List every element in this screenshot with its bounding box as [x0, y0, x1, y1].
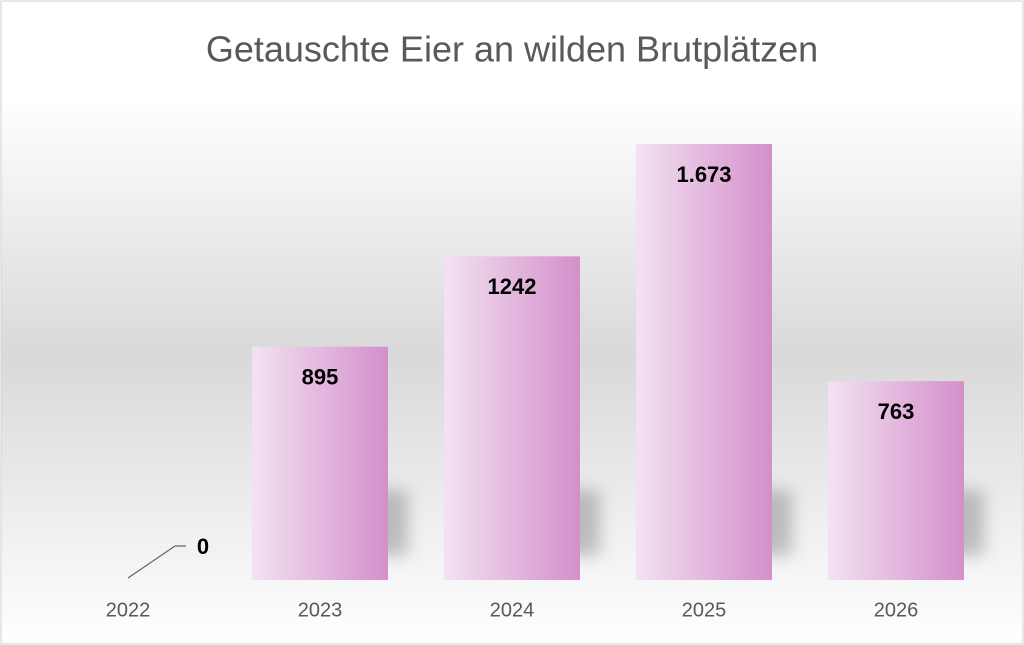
x-tick-label: 2025 [682, 599, 727, 621]
value-label: 0 [197, 534, 209, 559]
x-tick-label: 2022 [106, 599, 151, 621]
x-tick-label: 2023 [298, 599, 343, 621]
value-label: 1.673 [676, 162, 731, 187]
bar [828, 381, 964, 580]
bar [636, 144, 772, 580]
chart-title: Getauschte Eier an wilden Brutplätzen [206, 29, 818, 70]
value-label: 1242 [488, 274, 537, 299]
x-tick-label: 2026 [874, 599, 919, 621]
bar [444, 256, 580, 580]
x-tick-label: 2024 [490, 599, 535, 621]
leader-line [127, 545, 186, 579]
bar [252, 346, 388, 580]
value-label: 895 [302, 365, 339, 390]
value-label: 763 [878, 399, 915, 424]
